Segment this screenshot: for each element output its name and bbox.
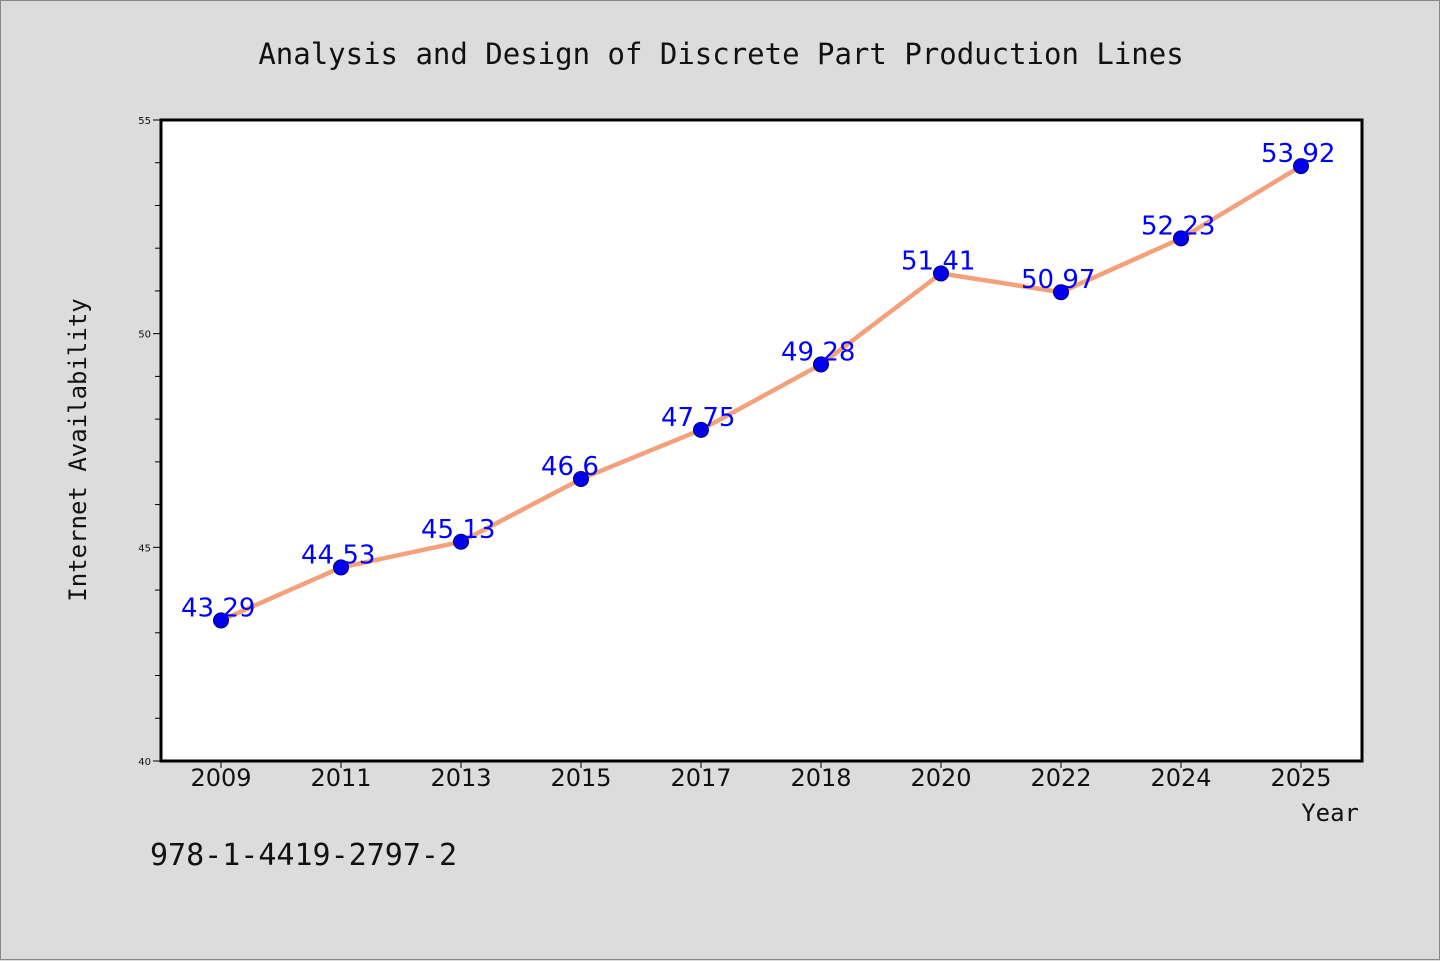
data-point	[693, 421, 709, 438]
data-label: 43.29	[181, 593, 255, 623]
data-point	[1173, 230, 1189, 247]
series-markers	[213, 158, 1309, 629]
data-label: 53.92	[1261, 139, 1335, 169]
chart-title: Analysis and Design of Discrete Part Pro…	[258, 37, 1183, 71]
footer-code: 978-1-4419-2797-2	[150, 838, 457, 873]
data-label: 44.53	[301, 540, 375, 570]
x-tick-label: 2015	[550, 764, 611, 792]
data-label: 47.75	[661, 403, 735, 433]
x-tick-label: 2009	[190, 764, 251, 792]
x-tick-label: 2025	[1270, 764, 1331, 792]
data-label: 46.6	[541, 452, 599, 482]
x-axis: 2009 2011 2013 2015 2017 2018 2020 2022 2024 2025	[190, 761, 1332, 792]
data-label: 50.97	[1021, 265, 1095, 295]
x-tick-label: 2022	[1030, 764, 1091, 792]
y-tick-label: 45	[138, 543, 151, 554]
x-tick-label: 2013	[430, 764, 491, 792]
plot-border	[159, 118, 1364, 763]
series-line	[218, 163, 1304, 623]
data-point	[933, 265, 949, 282]
x-axis-title: Year	[1301, 799, 1359, 827]
data-point	[213, 612, 229, 629]
data-point	[573, 470, 589, 487]
x-tick-label: 2020	[910, 764, 971, 792]
y-tick-label: 55	[138, 116, 151, 127]
data-label: 51.41	[901, 246, 975, 276]
data-point	[813, 356, 829, 373]
data-point	[1293, 158, 1309, 175]
data-label: 45.13	[421, 515, 495, 545]
plot-area	[161, 120, 1362, 761]
data-point	[453, 533, 469, 550]
data-label: 52.23	[1141, 211, 1215, 241]
y-axis-title: Internet Availability	[64, 298, 92, 601]
data-point	[333, 559, 349, 576]
x-tick-label: 2017	[670, 764, 731, 792]
x-tick-label: 2018	[790, 764, 851, 792]
y-tick-label: 40	[138, 757, 151, 768]
data-point	[1053, 284, 1069, 301]
y-tick-label: 50	[138, 330, 151, 341]
x-tick-label: 2024	[1150, 764, 1211, 792]
data-labels: 43.29 44.53 45.13 46.6 47.75 49.28 51.41 50.97 5…	[181, 139, 1335, 623]
data-label: 49.28	[781, 337, 855, 367]
x-tick-label: 2011	[310, 764, 371, 792]
y-axis: 40 45 50 55	[138, 116, 161, 768]
